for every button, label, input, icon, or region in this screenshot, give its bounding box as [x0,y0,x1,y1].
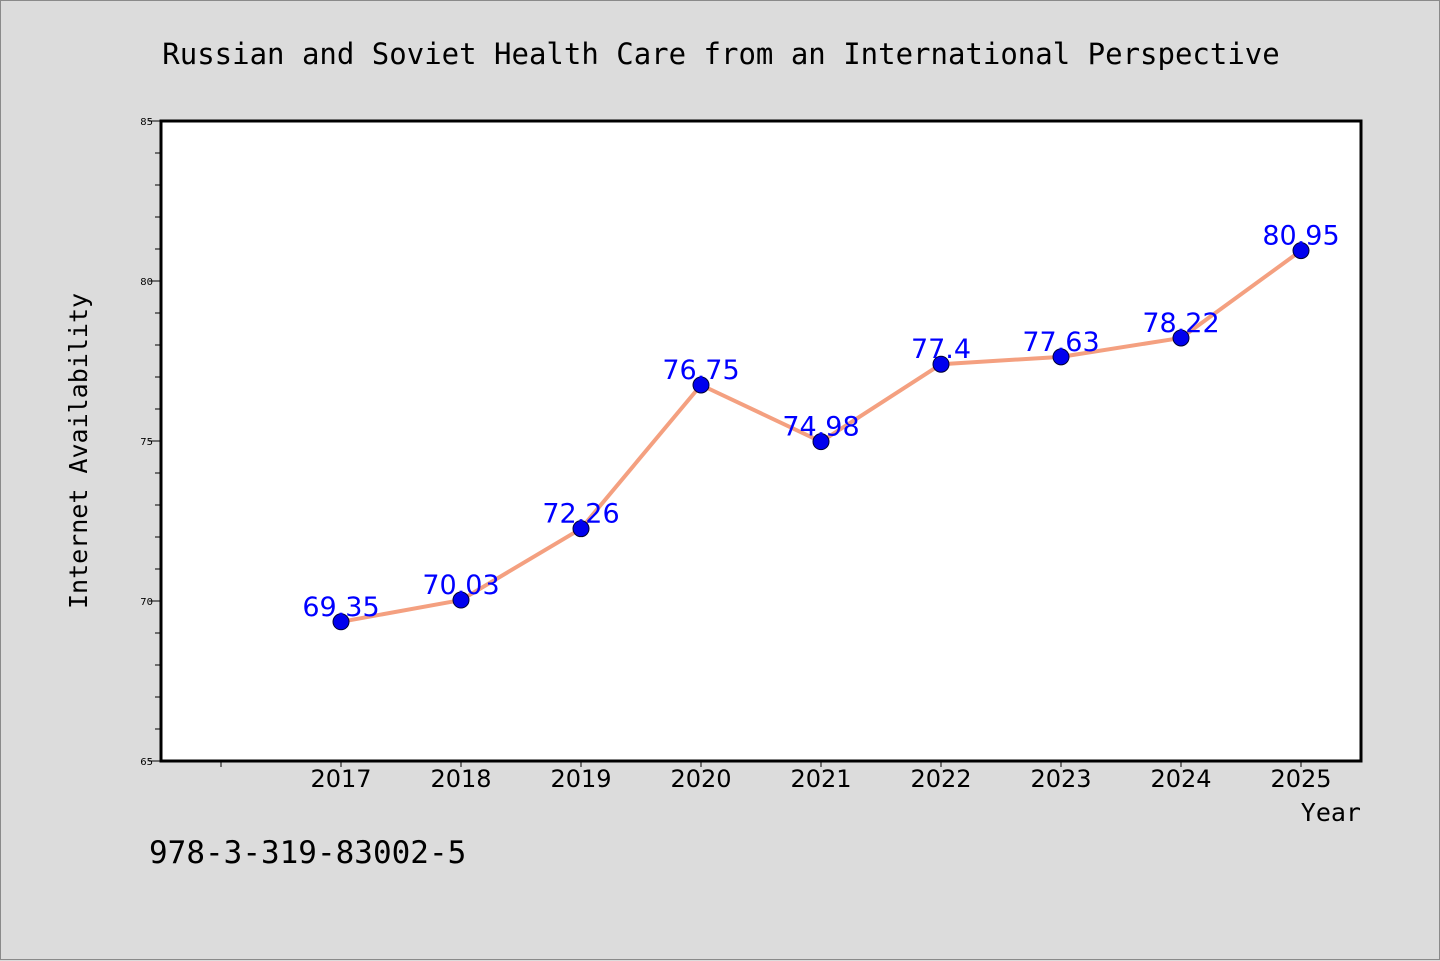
x-axis-ticks: 2017 2018 2019 2020 2021 2022 2023 2024 2025 [220,761,1332,793]
x-tick-label: 2022 [910,765,971,793]
y-axis-label: Internet Availability [64,293,93,609]
data-label: 78.22 [1142,308,1219,339]
x-tick-label: 2021 [790,765,851,793]
data-label: 70.03 [422,570,499,601]
data-label: 80.95 [1262,221,1339,252]
x-tick-label: 2018 [430,765,491,793]
data-markers [332,242,1310,631]
y-tick-label: 65 [140,757,153,768]
data-point [452,591,470,609]
data-label: 77.4 [911,334,971,365]
x-tick-label: 2020 [670,765,731,793]
isbn-text: 978-3-319-83002-5 [149,835,467,871]
data-point [812,433,830,451]
data-label: 74.98 [782,412,859,443]
data-point [1052,348,1070,366]
y-tick-label: 70 [140,597,153,608]
y-tick-label: 85 [140,117,153,128]
data-point [932,355,950,373]
data-point [1172,329,1190,347]
x-tick-label: 2019 [550,765,611,793]
data-label: 72.26 [542,499,619,530]
y-tick-label: 75 [140,437,153,448]
data-point [572,520,590,538]
data-label: 76.75 [662,355,739,386]
data-label: 77.63 [1022,327,1099,358]
plot-area [159,119,1363,763]
data-label: 69.35 [302,592,379,623]
data-point [1292,242,1310,260]
data-point [692,376,710,394]
x-tick-label: 2025 [1270,765,1331,793]
x-tick-label: 2023 [1030,765,1091,793]
y-tick-label: 80 [140,277,153,288]
x-tick-label: 2017 [310,765,371,793]
chart-title: Russian and Soviet Health Care from an I… [162,37,1279,71]
x-tick-label: 2024 [1150,765,1211,793]
x-axis-label: Year [1301,798,1361,827]
data-labels: 69.35 70.03 72.26 76.75 74.98 77.4 77.63 78.22 8… [302,221,1339,623]
y-axis-ticks: 65 70 75 80 85 [140,117,161,768]
data-point [332,613,350,631]
